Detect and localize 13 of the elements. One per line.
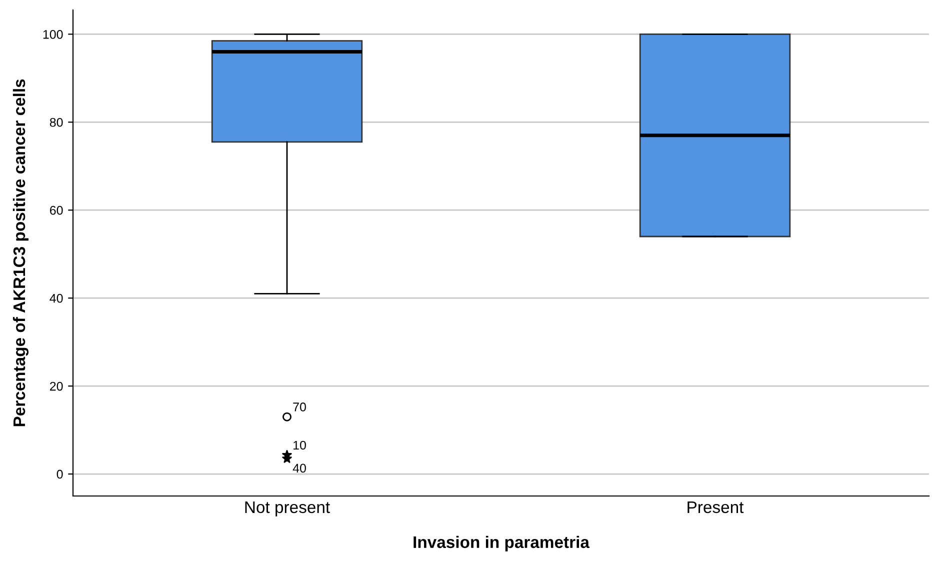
annotation: 40 [292,464,306,473]
y-tick-label: 60 [50,206,63,215]
y-tick-label: 100 [43,30,63,39]
annotation: 10 [294,440,306,450]
y-tick-label: 20 [50,382,63,391]
y-tick-label: 40 [50,294,63,303]
y-tick-label: 0 [56,470,63,479]
x-tick-label: Present [688,501,744,514]
y-axis-title: Percentage of AKR1C3 positive cancer cells [12,79,29,426]
annotation: 70 [293,402,306,412]
x-axis-title: Invasion in parametria [414,536,590,552]
x-tick-label: Not present [245,501,330,516]
y-tick-label: 80 [50,118,63,127]
